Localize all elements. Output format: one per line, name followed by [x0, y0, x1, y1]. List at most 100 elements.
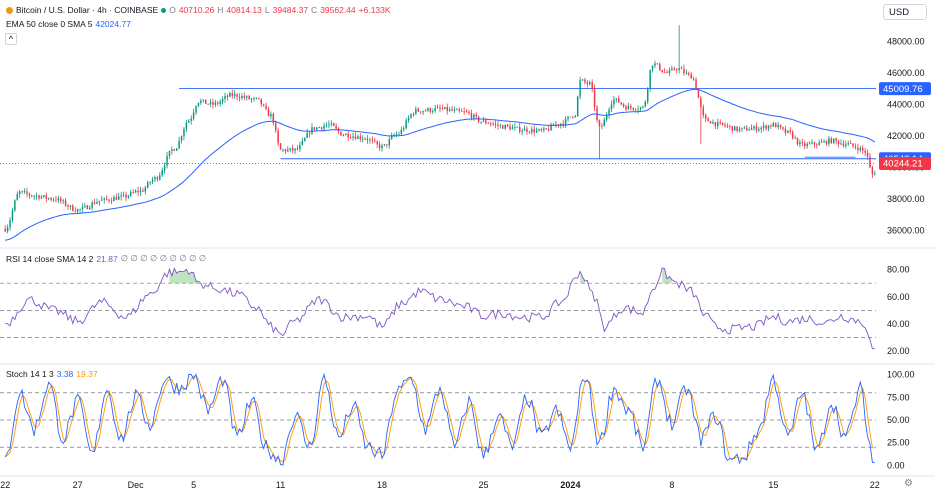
- rsi-legend-value: 21.87: [96, 253, 118, 264]
- candle: [762, 125, 765, 128]
- bitcoin-logo-icon: [6, 6, 13, 14]
- candle: [695, 79, 697, 90]
- candle: [746, 127, 748, 131]
- candle: [33, 196, 35, 197]
- candle: [361, 138, 364, 140]
- candle: [180, 136, 183, 141]
- price-badge: [879, 157, 931, 171]
- candle: [791, 131, 794, 138]
- candle: [543, 128, 545, 131]
- time-tick-label: 11: [276, 480, 285, 490]
- ohlc-h-label: H: [217, 5, 224, 15]
- candle: [325, 125, 328, 126]
- candle: [451, 109, 453, 111]
- candle: [9, 220, 11, 228]
- candle: [313, 127, 316, 130]
- rsi-legend-label[interactable]: RSI 14 close SMA 14 2: [6, 253, 94, 264]
- candle: [11, 210, 14, 221]
- candle: [485, 120, 487, 123]
- candle: [130, 192, 132, 196]
- candle: [291, 148, 294, 151]
- stoch-legend-label[interactable]: Stoch 14 1 3: [6, 369, 54, 379]
- candle: [178, 140, 180, 149]
- candle: [654, 63, 656, 66]
- candle: [470, 113, 473, 118]
- rsi-overbought-fill: [169, 268, 199, 284]
- candle: [690, 74, 692, 79]
- time-tick-label: 5: [191, 480, 196, 490]
- candle: [779, 124, 782, 128]
- candle: [303, 137, 306, 142]
- candle: [820, 142, 823, 143]
- candle: [168, 150, 171, 156]
- candle: [250, 98, 253, 100]
- candle: [830, 138, 833, 143]
- candle: [395, 134, 398, 135]
- candle: [615, 98, 618, 100]
- candle: [685, 72, 688, 74]
- ohlc-o-label: O: [169, 5, 176, 15]
- candle: [538, 129, 540, 131]
- candle: [806, 143, 808, 147]
- candle: [680, 68, 683, 69]
- price-badges: 45009.7640548.1440244.21: [879, 82, 931, 171]
- ohlc-c-label: C: [311, 5, 318, 15]
- candle: [871, 167, 874, 175]
- candle: [642, 106, 644, 108]
- stoch-tick-label: 75.00: [887, 392, 910, 402]
- candle: [352, 136, 354, 138]
- price-axis: 36000.0038000.0040000.0042000.0044000.00…: [887, 37, 925, 471]
- candle: [518, 126, 521, 132]
- candle: [332, 123, 335, 126]
- candle: [842, 143, 845, 146]
- candle: [787, 130, 789, 133]
- candle: [233, 93, 236, 96]
- candles: [4, 25, 876, 234]
- candle: [243, 96, 246, 98]
- candle: [458, 109, 461, 111]
- currency-selector[interactable]: USD: [883, 4, 927, 20]
- candle: [671, 68, 673, 71]
- candle: [504, 124, 506, 129]
- candle: [656, 63, 659, 65]
- candle: [497, 124, 499, 126]
- candle: [514, 127, 516, 128]
- candle: [545, 128, 548, 130]
- candle: [753, 126, 755, 129]
- ema-legend-label[interactable]: EMA 50 close 0 SMA 5: [6, 19, 93, 29]
- candle: [593, 88, 596, 108]
- candle: [79, 209, 81, 210]
- candle: [663, 72, 666, 73]
- candle: [67, 205, 69, 207]
- candle: [767, 125, 770, 129]
- stoch-tick-label: 25.00: [887, 438, 910, 448]
- price-tick-label: 48000.00: [887, 37, 925, 47]
- candle: [758, 129, 760, 131]
- candle: [246, 96, 248, 98]
- candle: [311, 127, 313, 134]
- candle: [777, 124, 779, 128]
- candle: [598, 120, 601, 127]
- candle: [480, 121, 482, 123]
- candle: [448, 109, 451, 111]
- candle: [14, 200, 16, 211]
- candle: [823, 141, 825, 143]
- candle: [704, 115, 707, 119]
- candle: [195, 106, 197, 113]
- candle: [173, 149, 176, 151]
- candle: [219, 101, 221, 104]
- collapse-legend-icon[interactable]: ^: [5, 33, 17, 45]
- price-badge-label: 40244.21: [883, 159, 923, 170]
- candle: [446, 107, 448, 111]
- symbol-title[interactable]: Bitcoin / U.S. Dollar · 4h · COINBASE: [16, 5, 159, 15]
- candle: [306, 132, 308, 138]
- currency-label: USD: [889, 6, 910, 18]
- chart-settings-icon[interactable]: ⚙: [904, 478, 913, 489]
- candle: [296, 148, 299, 150]
- candle: [733, 126, 736, 131]
- candle: [115, 197, 118, 200]
- candle: [729, 125, 731, 127]
- candle: [274, 122, 277, 131]
- stoch-legend: Stoch 14 1 3 3.38 19.37: [6, 369, 98, 379]
